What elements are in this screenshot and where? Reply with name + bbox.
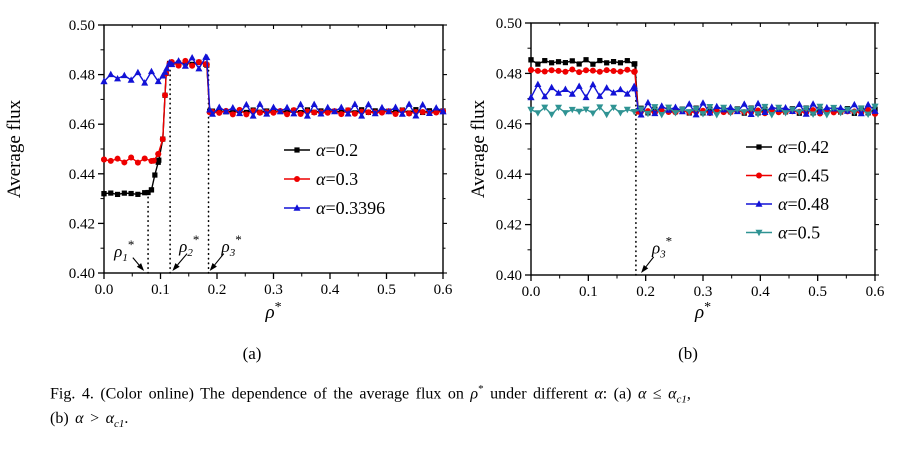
- caption-segment: α: [105, 410, 114, 428]
- panel-label-b: (b): [678, 344, 698, 363]
- x-tick-label: 0.5: [808, 284, 827, 300]
- x-axis-label: ρ*: [264, 300, 281, 323]
- caption-segment: Fig. 4. (Color online) The dependence of…: [50, 385, 471, 403]
- caption-segment: α: [668, 385, 677, 403]
- caption-segment: c1: [114, 418, 125, 431]
- figure-caption: Fig. 4. (Color online) The dependence of…: [50, 382, 886, 433]
- svg-text:ρ1*: ρ1*: [113, 237, 134, 264]
- panel-label-a: (a): [242, 344, 262, 363]
- legend-label: α=0.5: [778, 223, 820, 243]
- legend-label: α=0.48: [778, 194, 829, 214]
- y-tick-label: 0.40: [69, 266, 95, 282]
- legend: α=0.42 α=0.45 α=0.48 α=0.5: [746, 137, 829, 243]
- svg-text:ρ2*: ρ2*: [178, 232, 199, 259]
- series-0.3396: [100, 53, 447, 119]
- y-axis-label: Average flux: [4, 99, 25, 198]
- annotation-rho-1: ρ1*: [113, 237, 145, 272]
- plot-border: [530, 22, 876, 276]
- y-tick-label: 0.46: [496, 117, 523, 133]
- legend: α=0.2 α=0.3 α=0.3396: [284, 140, 385, 218]
- legend-label: α=0.42: [778, 137, 829, 157]
- caption-segment: : (a): [602, 385, 638, 403]
- y-tick-label: 0.48: [69, 68, 95, 84]
- caption-segment: .: [124, 410, 129, 428]
- legend-label: α=0.45: [778, 166, 829, 186]
- y-tick-label: 0.42: [496, 218, 522, 234]
- y-axis-label: Average flux: [468, 99, 489, 198]
- x-tick-label: 0.5: [377, 282, 396, 298]
- y-tick-label: 0.44: [69, 167, 96, 183]
- y-tick-label: 0.46: [69, 117, 96, 133]
- annotation-rho-2: ρ2*: [172, 232, 199, 272]
- caption-segment: (b): [50, 410, 76, 428]
- x-axis-label: ρ*: [694, 300, 711, 323]
- x-tick-label: 0.4: [321, 282, 340, 298]
- x-tick-label: 0.1: [579, 284, 598, 300]
- annotation-rho-3: ρ3*: [209, 232, 242, 272]
- svg-text:ρ3*: ρ3*: [221, 232, 242, 259]
- caption-segment: α: [75, 410, 84, 428]
- legend-label: α=0.3: [316, 169, 358, 189]
- legend-label: α=0.3396: [316, 198, 385, 218]
- x-tick-label: 0.0: [522, 284, 541, 300]
- caption-segment: >: [83, 410, 106, 428]
- y-tick-label: 0.48: [496, 66, 522, 82]
- chart-panel-a: 0.0 0.1 0.2 0.3 0.4 0.5 0.6 0.40 0.42 0.44 0.46 0.4…: [4, 18, 453, 323]
- legend-label: α=0.2: [316, 140, 358, 160]
- caption-segment: c1: [676, 393, 687, 406]
- caption-segment: ≤: [646, 385, 669, 403]
- caption-segment: under different: [483, 385, 595, 403]
- svg-text:ρ3*: ρ3*: [651, 234, 672, 261]
- x-tick-label: 0.4: [751, 284, 770, 300]
- chart-panel-b: 0.0 0.1 0.2 0.3 0.4 0.5 0.6 0.40 0.42 0.44 0.46 0.4…: [468, 16, 885, 323]
- caption-segment: ρ: [470, 385, 479, 403]
- y-tick-label: 0.42: [69, 216, 95, 232]
- caption-segment: α: [637, 385, 647, 403]
- plot-border: [103, 24, 444, 274]
- x-tick-label: 0.1: [151, 282, 170, 298]
- x-tick-label: 0.2: [208, 282, 227, 298]
- y-tick-label: 0.50: [496, 16, 522, 32]
- caption-segment: α: [594, 385, 603, 403]
- figure-4: 0.0 0.1 0.2 0.3 0.4 0.5 0.6 0.40 0.42 0.44 0.46 0.4…: [4, 16, 885, 363]
- axes: 0.0 0.1 0.2 0.3 0.4 0.5 0.6 0.40 0.42 0.44 0.46 0.4…: [496, 16, 885, 300]
- y-tick-label: 0.44: [496, 167, 523, 183]
- x-tick-label: 0.3: [264, 282, 283, 298]
- caption-segment: ,: [686, 385, 691, 403]
- x-tick-label: 0.3: [694, 284, 713, 300]
- y-tick-label: 0.50: [69, 18, 95, 34]
- caption-segment: *: [478, 383, 484, 395]
- x-tick-label: 0.0: [95, 282, 114, 298]
- y-tick-label: 0.40: [496, 268, 522, 284]
- axes: 0.0 0.1 0.2 0.3 0.4 0.5 0.6 0.40 0.42 0.44 0.46 0.4…: [69, 18, 453, 298]
- series-0.5: [527, 103, 879, 119]
- annotation-rho-3: ρ3*: [641, 234, 672, 273]
- x-tick-label: 0.6: [434, 282, 453, 298]
- x-tick-label: 0.2: [636, 284, 655, 300]
- x-tick-label: 0.6: [866, 284, 885, 300]
